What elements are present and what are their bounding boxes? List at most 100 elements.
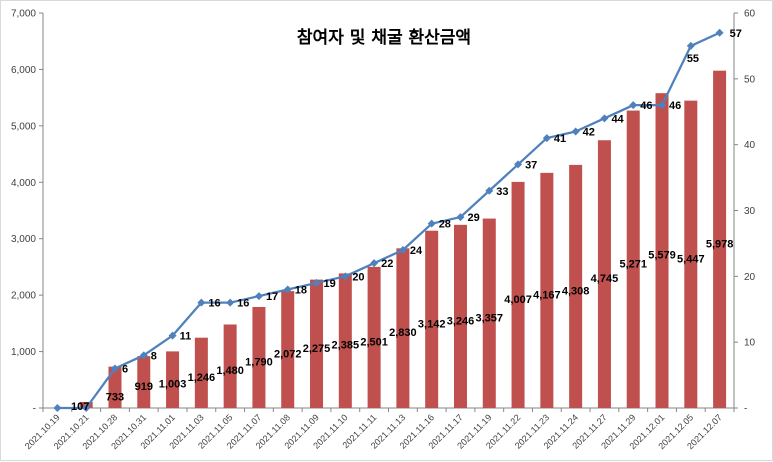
bar [540,172,554,408]
bar [713,70,727,409]
line-data-label: 20 [352,271,364,283]
left-tick-label: - [33,404,36,415]
line-data-label: 17 [266,291,278,303]
line-data-label: 28 [439,219,451,231]
bar [569,164,583,408]
bar [482,218,496,408]
bar-data-label: 2,072 [274,349,302,361]
line-point [254,292,263,301]
bar-data-label: 5,271 [619,258,647,270]
line-point [715,28,724,37]
line-point [283,285,292,294]
bar-series [79,70,727,409]
line-data-label: 6 [122,364,128,376]
left-tick-label: 6,000 [11,65,36,76]
bar-data-label: 1,790 [245,356,273,368]
line-point [658,101,667,110]
line-data-label: 16 [237,298,249,310]
line-point [686,41,695,50]
bar [252,306,266,408]
bar-data-label: 733 [106,392,124,404]
bar [367,266,381,408]
line-data-label: 57 [730,28,742,40]
bar-data-label: 1,003 [159,379,187,391]
line-data-label: 46 [669,100,681,112]
bar [194,337,208,408]
bar-data-label: 2,501 [360,336,388,348]
bar-data-label: 4,745 [591,273,619,285]
bar-data-label: 1,480 [216,365,244,377]
line-point [542,134,551,143]
line-point [312,278,321,287]
chart-title: 참여자 및 채굴 환산금액 [297,27,471,48]
bar-data-label: 2,275 [303,343,331,355]
line-point [485,186,494,195]
bar [396,248,410,408]
bar [108,366,122,408]
line-data-label: 11 [180,331,192,343]
line-data-label: 46 [640,100,652,112]
bar-data-label: 5,447 [677,253,705,265]
line-point [456,213,465,222]
right-tick-label: 40 [744,140,756,151]
line-point [398,246,407,254]
line-data-label: 44 [611,113,624,125]
line-point [110,364,119,373]
line-data-label: 22 [381,258,393,270]
axes: - 1,000 2,000 3,000 4,000 5,000 6,000 7,000 - 10 2… [11,9,756,452]
left-tick-label: 7,000 [11,9,36,20]
line-point [427,219,436,228]
bar [626,110,640,408]
line-data-label: 24 [410,245,423,257]
line-data-label: 33 [496,186,508,198]
line-path [57,31,721,410]
line-point [514,160,523,169]
bar-data-label: 4,167 [533,289,561,301]
left-tick-label: 4,000 [11,178,36,189]
line-point [341,272,350,281]
line-data-label: 42 [583,127,595,139]
line-point [197,298,206,307]
bar [453,224,467,408]
right-tick-label: 50 [744,74,756,85]
line-data-label: 29 [467,212,479,224]
left-tick-label: 5,000 [11,121,36,132]
bar-data-label: 919 [135,381,153,393]
line-point [82,404,91,412]
bar [425,230,439,408]
right-tick-label: 60 [744,9,756,20]
left-tick-label: 1,000 [11,347,36,358]
line-point [370,259,379,268]
bar-data-label: 3,142 [418,318,446,330]
line-data-label: 37 [525,159,537,171]
left-tick-label: 3,000 [11,234,36,245]
right-tick-label: - [744,404,747,415]
line-point [629,101,638,110]
bar-data-label: 4,308 [562,285,590,297]
bar [137,356,151,408]
line-point [226,298,235,307]
line-data-label: 8 [151,350,157,362]
bar [597,140,611,408]
line-data-label: 16 [208,298,220,310]
line-point [139,351,148,360]
right-tick-label: 10 [744,338,756,349]
bar-data-label: 3,246 [447,315,475,327]
bar-data-label: 5,978 [706,238,734,250]
left-tick-label: 2,000 [11,291,36,302]
bar-data-label: 4,007 [504,294,532,306]
bar-data-label: 2,385 [332,340,360,352]
line-point [53,404,62,412]
bar [684,100,698,408]
line-point [168,331,177,340]
right-tick-label: 30 [744,206,756,217]
line-series [53,28,724,412]
bar-data-label: 107 [71,401,89,413]
bar-data-label: 3,357 [476,312,504,324]
bar [223,324,237,408]
bar-data-label: 5,579 [648,250,676,262]
bar [511,181,525,408]
